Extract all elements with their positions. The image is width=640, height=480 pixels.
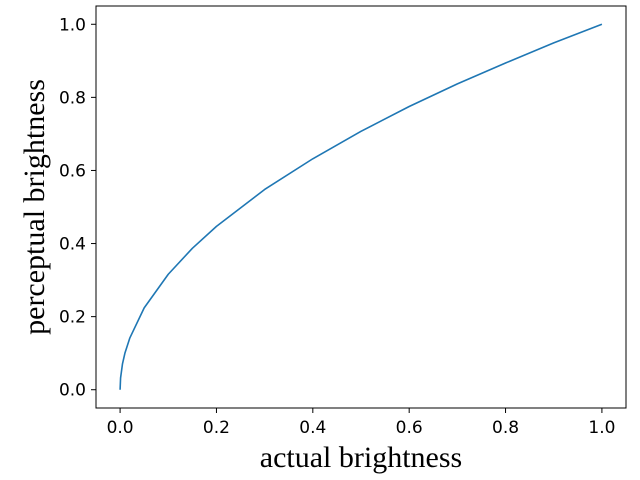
y-tick-label: 0.6 — [59, 161, 86, 181]
x-tick-label: 0.6 — [396, 418, 423, 438]
plot-area-frame — [95, 5, 627, 409]
y-axis-ticks: 0.0 0.2 0.4 0.6 0.8 1.0 — [59, 15, 96, 401]
x-tick-label: 1.0 — [588, 418, 615, 438]
x-tick-label: 0.2 — [203, 418, 230, 438]
x-axis-ticks: 0.0 0.2 0.4 0.6 0.8 1.0 — [107, 408, 615, 438]
y-tick-label: 1.0 — [59, 15, 86, 35]
y-tick-label: 0.4 — [59, 235, 86, 255]
series-layer — [119, 23, 603, 390]
x-tick-label: 0.4 — [299, 418, 326, 438]
x-tick-label: 0.0 — [107, 418, 134, 438]
series-line — [119, 23, 603, 390]
x-tick-label: 0.8 — [492, 418, 519, 438]
x-axis-label: actual brightness — [260, 441, 462, 474]
y-axis-label: perceptual brightness — [18, 79, 51, 335]
y-tick-label: 0.2 — [59, 308, 86, 328]
y-tick-label: 0.0 — [59, 381, 86, 401]
y-tick-label: 0.8 — [59, 88, 86, 108]
